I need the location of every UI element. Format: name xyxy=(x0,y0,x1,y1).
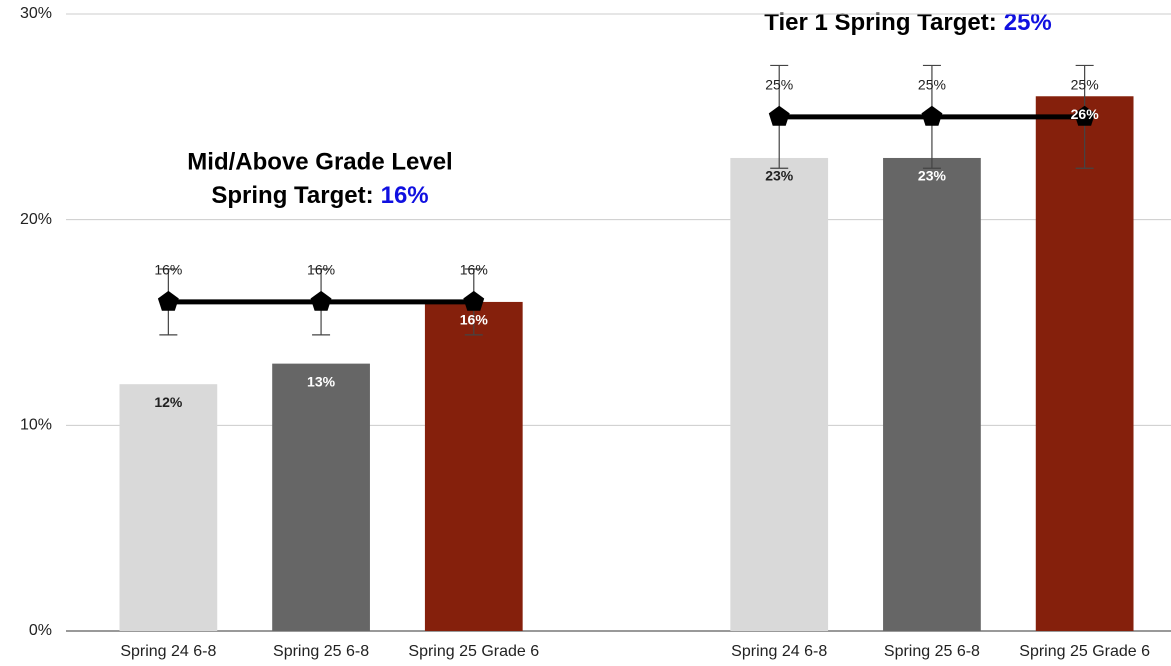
value-label: 16% xyxy=(460,312,489,328)
target-marker xyxy=(1074,105,1096,126)
annotation-text: Tier 1 Spring Target: xyxy=(764,9,997,36)
value-label: 23% xyxy=(918,168,947,184)
value-label: 12% xyxy=(154,394,183,410)
target-marker xyxy=(768,105,790,126)
annotation: Tier 1 Spring Target: 25% xyxy=(764,9,1052,36)
bar xyxy=(119,384,218,631)
target-label: 25% xyxy=(1071,77,1099,93)
target-label: 16% xyxy=(154,262,182,278)
y-tick-label: 20% xyxy=(20,211,52,228)
target-label: 16% xyxy=(460,262,488,278)
y-tick-label: 0% xyxy=(29,622,52,639)
value-label: 23% xyxy=(765,168,794,184)
bar xyxy=(272,363,370,631)
target-label: 16% xyxy=(307,262,335,278)
target-marker xyxy=(157,290,179,311)
x-tick-label: Spring 25 6-8 xyxy=(273,643,369,660)
target-label: 25% xyxy=(765,77,793,93)
annotation-highlight: 16% xyxy=(381,182,429,209)
annotation: Mid/Above Grade Level xyxy=(187,148,452,175)
x-tick-label: Spring 24 6-8 xyxy=(120,643,216,660)
target-marker xyxy=(463,290,485,311)
x-tick-label: Spring 24 6-8 xyxy=(731,643,827,660)
bar xyxy=(730,157,829,631)
x-tick-label: Spring 25 6-8 xyxy=(884,643,980,660)
y-tick-label: 30% xyxy=(20,5,52,22)
annotation-text: Spring Target: xyxy=(211,182,373,209)
annotation-highlight: 25% xyxy=(1004,9,1052,36)
bar xyxy=(424,301,523,631)
x-tick-label: Spring 25 Grade 6 xyxy=(408,643,539,660)
annotation: Spring Target: 16% xyxy=(211,182,428,209)
value-label: 13% xyxy=(307,373,336,389)
bar xyxy=(883,157,981,631)
x-tick-label: Spring 25 Grade 6 xyxy=(1019,643,1150,660)
target-label: 25% xyxy=(918,77,946,93)
value-label: 26% xyxy=(1071,106,1100,122)
y-tick-label: 10% xyxy=(20,417,52,434)
bar xyxy=(1035,96,1134,632)
target-marker xyxy=(921,105,943,126)
target-marker xyxy=(310,290,332,311)
